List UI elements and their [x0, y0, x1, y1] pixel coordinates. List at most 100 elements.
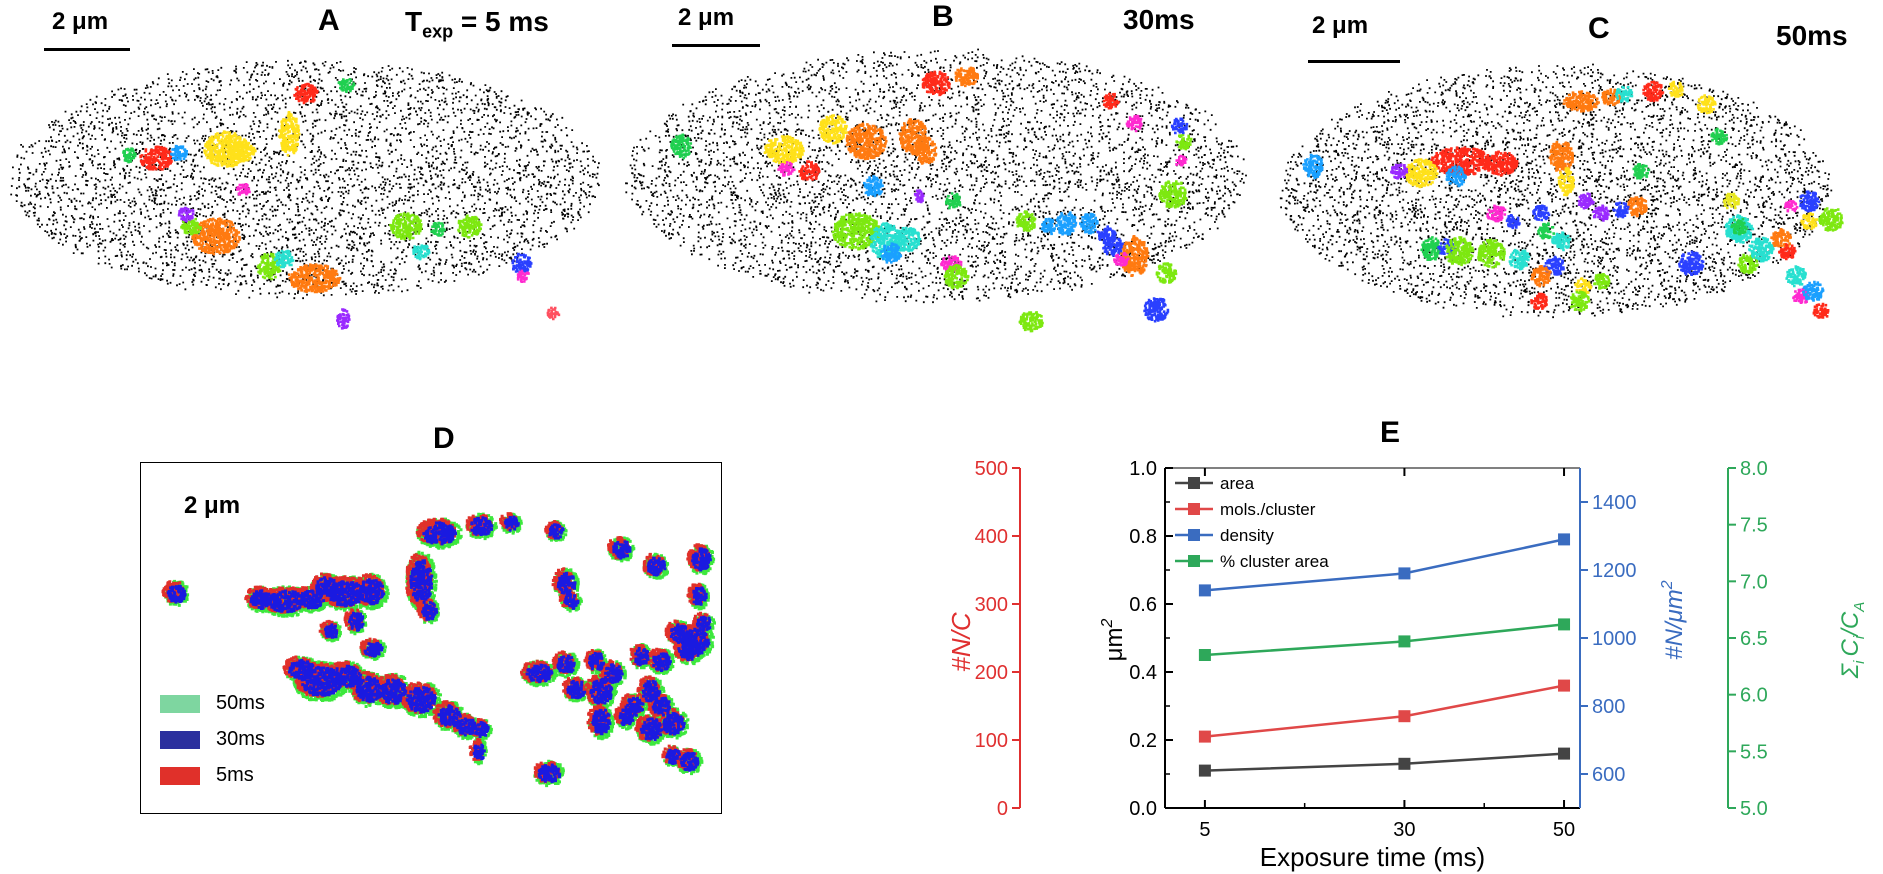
cluster-blob — [1477, 238, 1506, 269]
cluster-blob — [170, 144, 189, 161]
cluster-blob — [1784, 199, 1799, 213]
exposure-label-c: 50ms — [1776, 20, 1848, 51]
overlay-cluster-blob — [470, 516, 494, 536]
exposure-prefix-a: T — [405, 6, 423, 37]
cluster-blob — [1175, 133, 1193, 151]
cluster-blob — [457, 214, 483, 239]
cluster-blob — [1548, 140, 1574, 173]
legend-marker — [1188, 477, 1200, 489]
overlay-cluster-blob — [662, 712, 686, 736]
localization-cloud — [1279, 63, 1833, 319]
cluster-blob — [891, 226, 922, 253]
green-tick-label: 8.0 — [1740, 458, 1768, 480]
cluster-blob — [863, 175, 884, 198]
cluster-blob — [1696, 94, 1717, 115]
series-line-1 — [1204, 684, 1565, 738]
legend-label: mols./cluster — [1220, 500, 1316, 519]
cluster-blob — [1485, 150, 1519, 177]
red-tick-label: 200 — [975, 662, 1008, 684]
left-tick-label: 0.2 — [1129, 730, 1157, 752]
cluster-blob — [1505, 214, 1521, 230]
cluster-blob — [831, 212, 881, 251]
exposure-sub-a: exp — [422, 21, 454, 42]
cluster-blob — [1802, 280, 1825, 302]
cluster-blob — [1055, 211, 1078, 236]
overlay-cluster-blob — [651, 696, 671, 717]
scale-bar-a — [44, 48, 130, 51]
cluster-blob — [1818, 207, 1844, 232]
overlay-cluster-blob — [456, 717, 477, 737]
green-label-sigma: Σ — [1837, 662, 1864, 679]
cluster-blob — [1102, 235, 1124, 257]
cluster-blob — [337, 78, 356, 93]
blue-axis-label-main: #N/μm — [1661, 589, 1688, 660]
cluster-blob — [293, 82, 319, 105]
cluster-blob — [226, 140, 257, 163]
x-tick-label: 30 — [1393, 819, 1415, 841]
cluster-blob — [1015, 210, 1037, 232]
series-point-3 — [1558, 618, 1571, 631]
red-tick-label: 100 — [975, 730, 1008, 752]
blue-axis-label: #N/μm2 — [1659, 580, 1688, 660]
green-tick-label: 6.5 — [1740, 628, 1768, 650]
overlay-cluster-blob — [566, 679, 587, 700]
blue-axis-label-sup: 2 — [1659, 580, 1676, 590]
series-line-0 — [1204, 752, 1565, 772]
green-label-c: C — [1837, 638, 1864, 656]
overlay-cluster-blob — [682, 627, 711, 656]
blue-tick-label: 1000 — [1592, 628, 1637, 650]
cluster-blob — [945, 192, 962, 210]
series-point-3 — [1398, 635, 1411, 648]
cluster-blob — [1404, 158, 1439, 189]
overlay-cluster-blob — [422, 521, 457, 546]
cluster-blob — [430, 221, 446, 237]
cluster-blob — [511, 252, 533, 274]
cluster-blob — [516, 269, 530, 283]
overlay-cluster-blob — [166, 584, 187, 604]
cluster-blob — [1158, 180, 1188, 209]
panel-letter-c: C — [1588, 12, 1610, 45]
cluster-blob — [1627, 196, 1648, 218]
overlay-frame-d — [140, 462, 722, 814]
overlay-cluster-blob — [634, 646, 650, 667]
cluster-blob — [1508, 248, 1531, 271]
legend-marker — [1188, 503, 1200, 515]
localization-cloud — [625, 48, 1247, 304]
cluster-blob — [1632, 163, 1651, 180]
legend-label: % cluster area — [1220, 552, 1329, 571]
cluster-blob — [1532, 204, 1551, 222]
left-axis-label: μm2 — [1099, 619, 1128, 662]
cluster-blob — [670, 133, 693, 160]
green-label-sub-i-2: i — [1851, 635, 1868, 639]
overlay-cluster-blob — [355, 675, 383, 703]
overlay-cluster-blob — [267, 589, 306, 614]
overlay-cluster-blob — [327, 580, 366, 608]
panel-letter-d: D — [433, 422, 455, 455]
overlay-cluster-blob — [691, 547, 712, 572]
green-tick-label: 7.0 — [1740, 571, 1768, 593]
left-tick-label: 1.0 — [1129, 458, 1157, 480]
cluster-blob — [1710, 127, 1728, 146]
overlay-cluster-blob — [405, 686, 437, 714]
overlay-cluster-blob — [288, 659, 315, 680]
cluster-blob — [1799, 190, 1821, 213]
scale-label-d: 2 μm — [184, 492, 241, 519]
cluster-blob — [1730, 217, 1748, 236]
overlay-cluster-blob — [421, 601, 439, 621]
cluster-blob — [273, 249, 295, 269]
legend-label-5ms: 5ms — [216, 764, 254, 786]
overlay-cluster-blob — [591, 708, 612, 736]
cluster-blob — [777, 161, 796, 177]
overlay-cluster-blob — [537, 763, 562, 784]
legend-label: area — [1220, 474, 1255, 493]
legend-swatch-30ms — [160, 730, 200, 749]
overlay-cluster-blob — [249, 589, 271, 610]
cluster-blob — [954, 66, 979, 88]
cluster-blob — [139, 145, 173, 171]
overlay-clusters-d — [161, 512, 716, 788]
series-point-0 — [1398, 757, 1411, 770]
scale-label-a: 2 μm — [52, 8, 109, 35]
